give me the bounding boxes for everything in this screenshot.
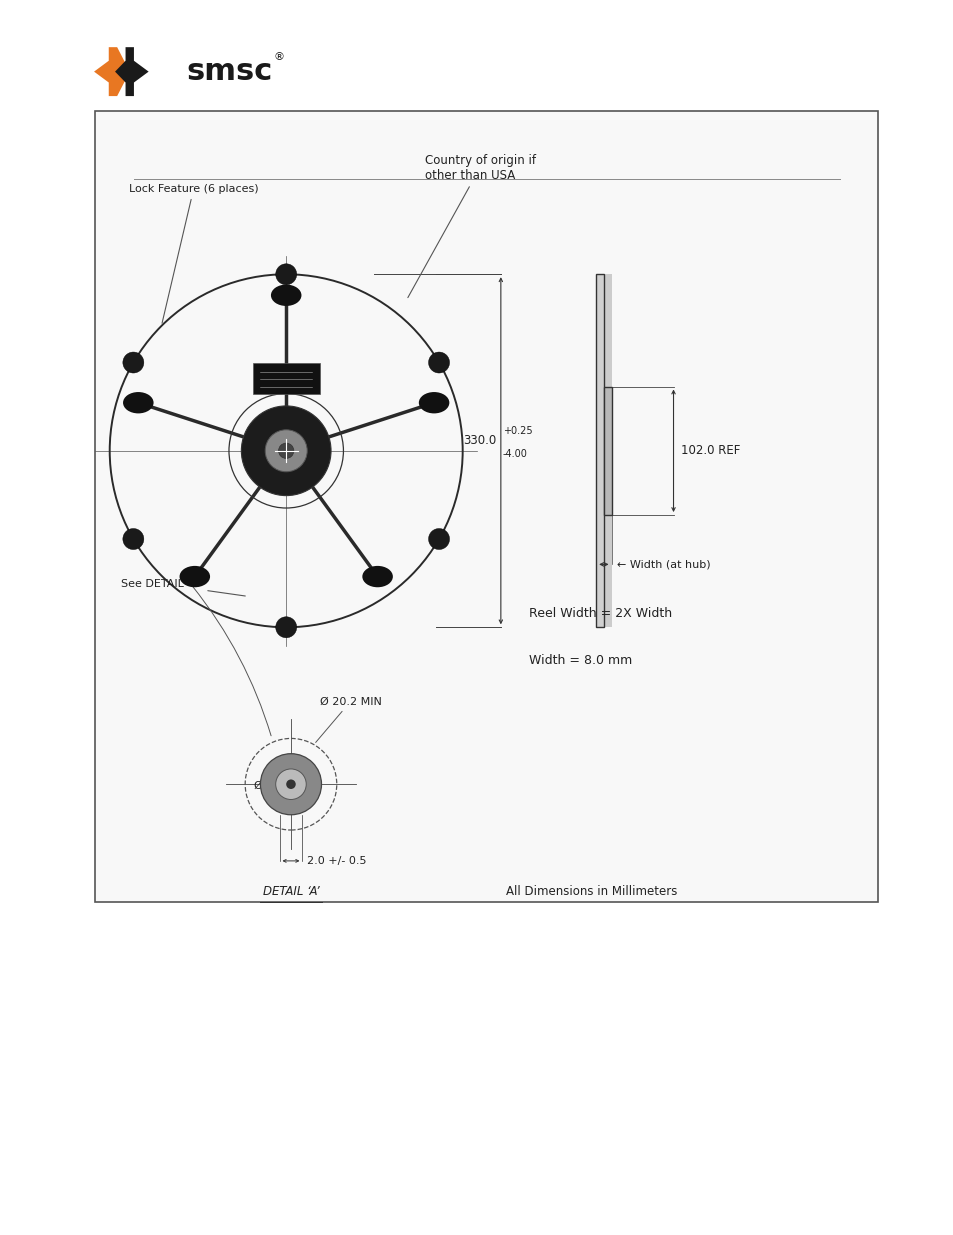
Ellipse shape bbox=[123, 352, 144, 373]
Ellipse shape bbox=[241, 406, 331, 495]
Text: ← Width (at hub): ← Width (at hub) bbox=[617, 559, 710, 569]
Bar bbox=[95, 111, 877, 902]
Ellipse shape bbox=[260, 753, 321, 815]
Text: Ø 13.0: Ø 13.0 bbox=[253, 781, 318, 790]
Ellipse shape bbox=[275, 616, 296, 637]
Ellipse shape bbox=[428, 529, 449, 550]
Ellipse shape bbox=[123, 529, 144, 550]
Text: +0.25: +0.25 bbox=[502, 426, 532, 436]
Text: -4.00: -4.00 bbox=[502, 450, 527, 459]
Text: Country of origin if
other than USA: Country of origin if other than USA bbox=[408, 153, 535, 298]
Text: 2.0 +/- 0.5: 2.0 +/- 0.5 bbox=[307, 856, 366, 866]
Ellipse shape bbox=[428, 352, 449, 373]
Ellipse shape bbox=[418, 391, 449, 414]
Ellipse shape bbox=[275, 264, 296, 285]
Bar bbox=[603, 274, 611, 627]
Bar bbox=[253, 363, 319, 394]
Text: 330.0: 330.0 bbox=[462, 435, 496, 447]
Text: Width = 8.0 mm: Width = 8.0 mm bbox=[529, 655, 632, 667]
Polygon shape bbox=[603, 387, 611, 515]
Text: See DETAIL ‘A’: See DETAIL ‘A’ bbox=[121, 579, 245, 597]
Text: Ø 20.2 MIN: Ø 20.2 MIN bbox=[315, 697, 381, 742]
Text: Reel Width = 2X Width: Reel Width = 2X Width bbox=[529, 608, 672, 620]
Text: Lock Feature (6 places): Lock Feature (6 places) bbox=[129, 184, 258, 324]
Ellipse shape bbox=[362, 566, 393, 588]
Text: smsc: smsc bbox=[186, 57, 272, 86]
Text: 102.0 REF: 102.0 REF bbox=[680, 445, 740, 457]
Ellipse shape bbox=[123, 391, 153, 414]
Ellipse shape bbox=[275, 769, 306, 799]
Text: -0.2: -0.2 bbox=[294, 789, 313, 799]
Polygon shape bbox=[115, 47, 149, 96]
Ellipse shape bbox=[179, 566, 210, 588]
Ellipse shape bbox=[278, 443, 294, 458]
Ellipse shape bbox=[286, 779, 295, 789]
Polygon shape bbox=[94, 47, 130, 96]
Polygon shape bbox=[596, 274, 603, 627]
Text: DETAIL ‘A’: DETAIL ‘A’ bbox=[262, 885, 319, 898]
Ellipse shape bbox=[265, 430, 307, 472]
Text: ®: ® bbox=[274, 52, 285, 62]
Ellipse shape bbox=[271, 284, 301, 306]
Text: +0.5: +0.5 bbox=[294, 771, 317, 781]
Text: All Dimensions in Millimeters: All Dimensions in Millimeters bbox=[505, 885, 677, 898]
